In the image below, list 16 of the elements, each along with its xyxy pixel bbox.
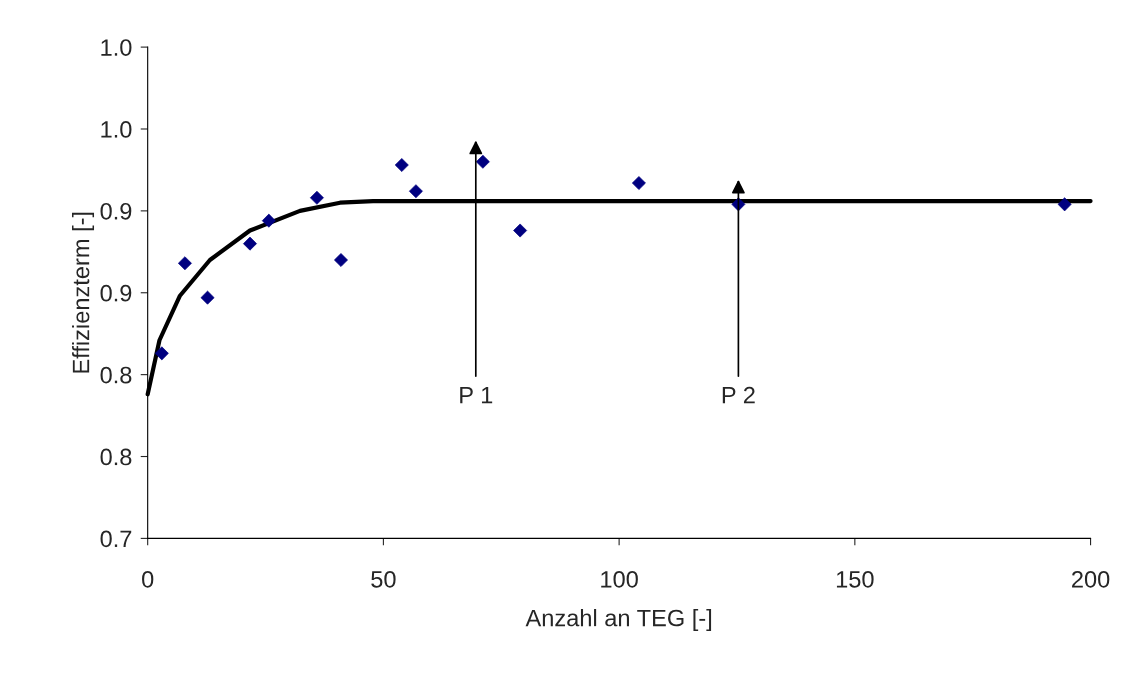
- x-tick-label: 0: [142, 570, 154, 588]
- y-tick-label: 0.8: [100, 448, 132, 466]
- y-tick-label: 0.7: [100, 530, 132, 548]
- y-axis-title: Effizienzterm [-]: [72, 212, 95, 373]
- y-tick-label: 1.0: [101, 39, 132, 56]
- x-tick-label: 100: [601, 570, 638, 588]
- x-axis-title: Anzahl an TEG [-]: [525, 609, 712, 632]
- y-tick-label: 0.8: [100, 366, 132, 384]
- annotation: P 2: [722, 386, 755, 404]
- x-tick-label: 200: [1072, 570, 1110, 588]
- y-tick-label: 0.9: [100, 202, 132, 220]
- x-tick-label: 50: [371, 570, 396, 588]
- x-tick-label: 150: [836, 570, 874, 588]
- y-tick-label: 1.0: [101, 121, 132, 138]
- annotation: P 1: [460, 386, 493, 404]
- y-tick-label: 0.9: [100, 284, 132, 302]
